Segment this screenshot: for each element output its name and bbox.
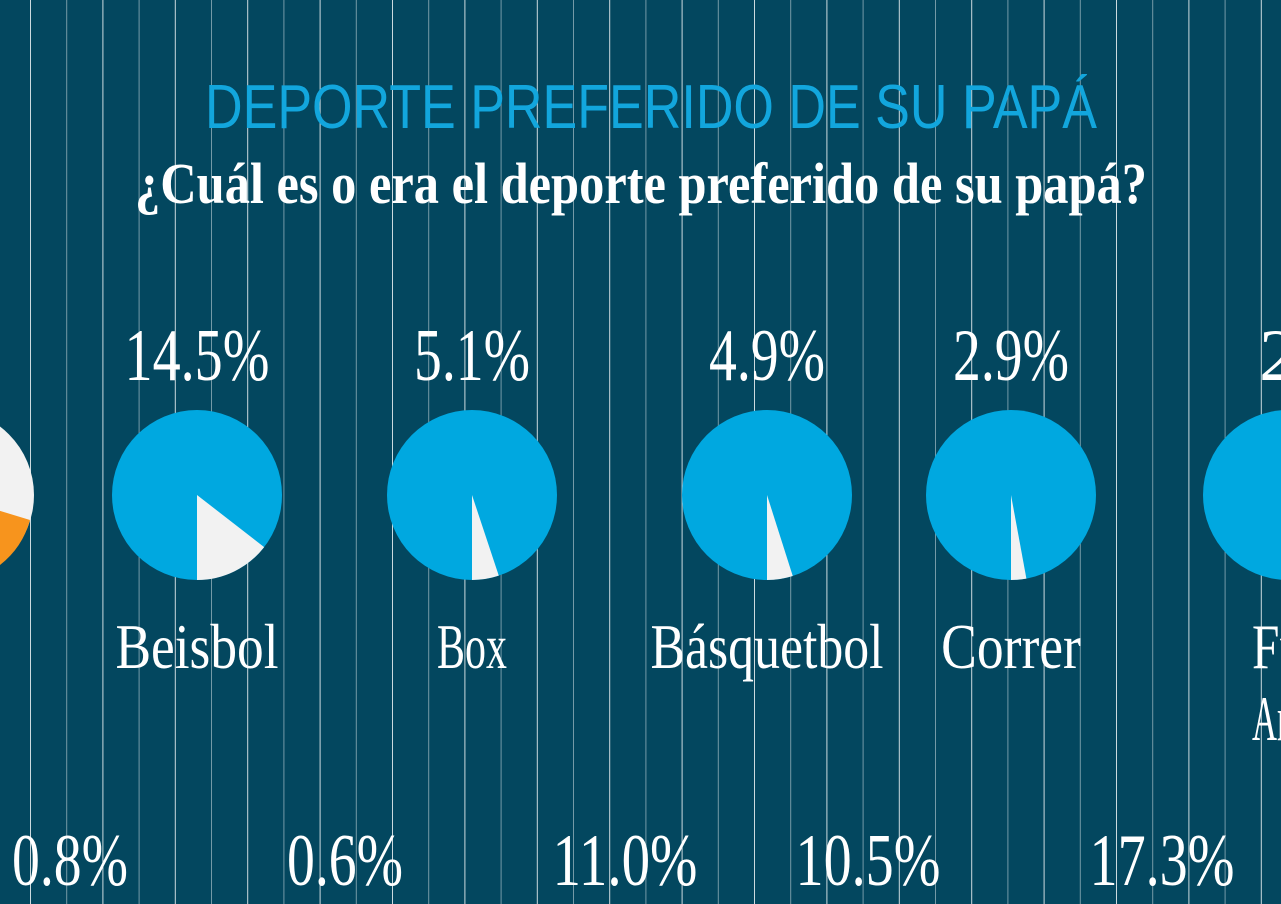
pie-slice (767, 495, 793, 580)
category-label: Box (437, 611, 507, 682)
value-label: 2. (1259, 315, 1281, 397)
pie-slice (197, 495, 265, 580)
value-label: 14.5% (125, 315, 270, 397)
category-label: Am (1252, 683, 1281, 754)
value-label: 2.9% (953, 315, 1069, 397)
value-label: 10.5% (796, 820, 941, 902)
category-label: Beisbol (115, 611, 278, 682)
value-label: 0.8% (12, 820, 128, 902)
partial-pie (0, 426, 34, 565)
value-label: 11.0% (553, 820, 698, 902)
pie-slice (472, 495, 499, 580)
pie-slice (0, 510, 30, 565)
chart-title: DEPORTE PREFERIDO DE SU PAPÁ (205, 73, 1098, 142)
value-label: 0.6% (287, 820, 403, 902)
pie-slice (1011, 495, 1027, 580)
category-label: Fú (1252, 611, 1281, 682)
pies: 14.5% Beisbol 5.1% Box 4.9% Básquetbol 2.9% Cor… (12, 315, 1281, 902)
pie-base (1203, 410, 1281, 580)
category-label: Básquetbol (651, 611, 884, 682)
chart-subtitle: ¿Cuál es o era el deporte preferido de s… (135, 151, 1147, 216)
value-label: 17.3% (1090, 820, 1235, 902)
category-label: Correr (941, 611, 1081, 682)
value-label: 4.9% (709, 315, 825, 397)
value-label: 5.1% (414, 315, 530, 397)
